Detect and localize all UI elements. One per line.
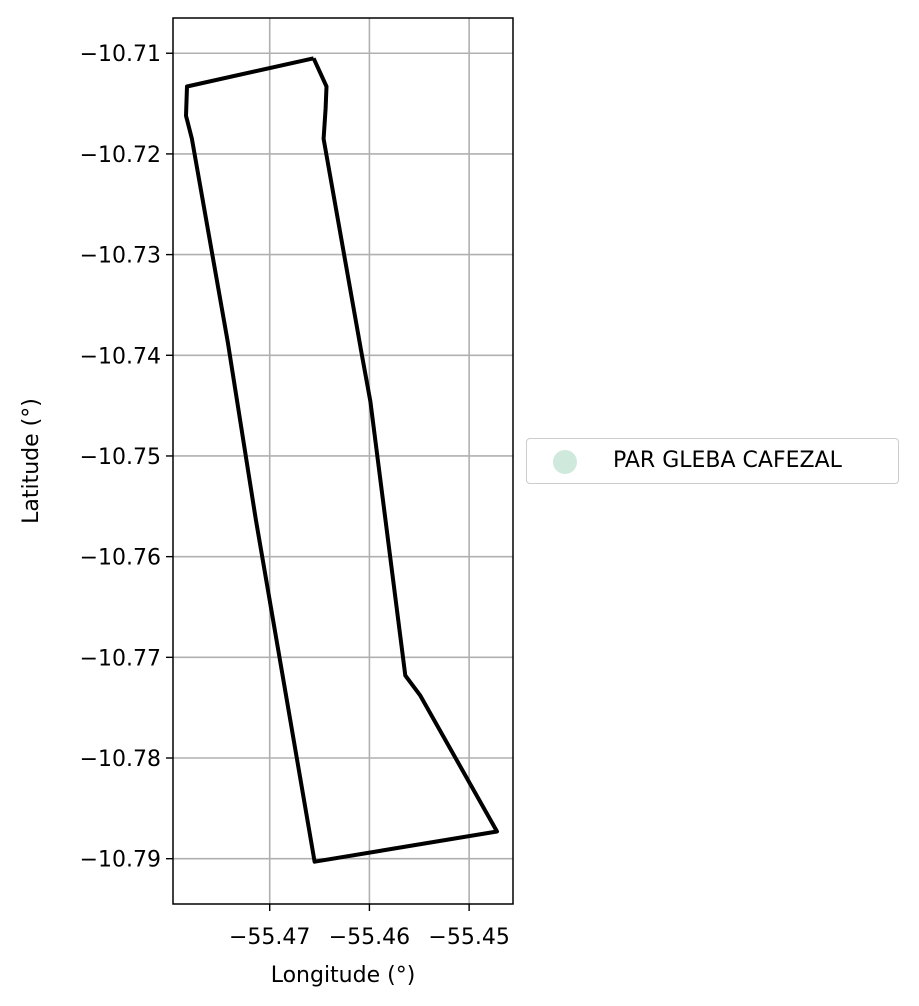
y-tick-label: −10.74 [80,344,161,369]
y-tick-label: −10.73 [80,244,161,269]
y-tick-label: −10.75 [80,445,161,470]
y-tick-label: −10.78 [80,747,161,772]
parcel-boundary [184,56,499,864]
y-tick-label: −10.71 [80,42,161,67]
data-layer [184,56,499,864]
legend: PAR GLEBA CAFEZAL [526,438,899,484]
x-tick-label: −55.46 [329,925,410,950]
y-tick-label: −10.77 [80,646,161,671]
legend-marker [553,450,577,474]
y-tick-label: −10.72 [80,143,161,168]
x-tick-label: −55.45 [428,925,509,950]
x-axis-label: Longitude (°) [271,963,416,988]
x-tick-label: −55.47 [229,925,310,950]
y-axis-label: Latitude (°) [19,398,44,524]
y-tick-label: −10.76 [80,546,161,571]
legend-label: PAR GLEBA CAFEZAL [613,448,842,473]
y-tick-label: −10.79 [80,848,161,873]
plot-frame [172,17,514,905]
axis-ticks: −55.47 −55.46 −55.45 −10.71 −10.72 −10.73 −10.… [80,42,510,950]
